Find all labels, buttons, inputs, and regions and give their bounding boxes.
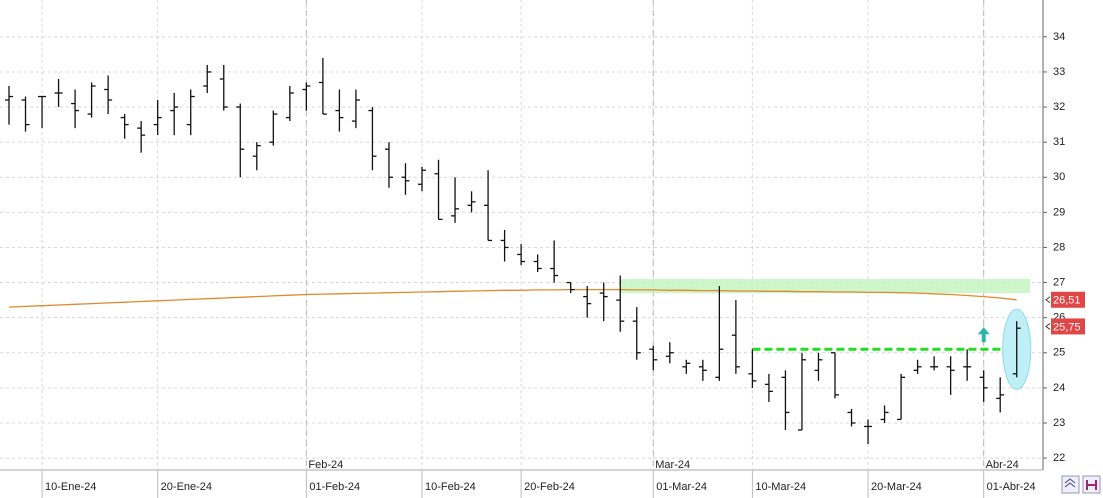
y-tick-label: 32 xyxy=(1053,101,1065,113)
y-tick-label: 22 xyxy=(1053,452,1065,464)
x-tick-label: 01-Abr-24 xyxy=(987,481,1036,493)
price-pointer xyxy=(1045,296,1051,304)
home-icon xyxy=(1086,480,1097,490)
month-label: Abr-24 xyxy=(986,459,1019,471)
month-label: Mar-24 xyxy=(655,459,690,471)
price-tag-label: 26,51 xyxy=(1053,295,1081,307)
resistance-zone xyxy=(620,279,1030,294)
y-tick-label: 27 xyxy=(1053,276,1065,288)
x-tick-label: 10-Ene-24 xyxy=(45,481,96,493)
price-tag xyxy=(1051,291,1085,308)
moving-average xyxy=(8,288,1017,308)
x-tick-label: 20-Mar-24 xyxy=(871,481,922,493)
y-tick-label: 33 xyxy=(1053,66,1065,78)
y-tick-label: 25 xyxy=(1053,347,1065,359)
x-tick-label: 10-Feb-24 xyxy=(425,481,476,493)
x-tick-label: 20-Feb-24 xyxy=(524,481,575,493)
y-tick-label: 29 xyxy=(1053,206,1065,218)
x-tick-label: 10-Mar-24 xyxy=(755,481,806,493)
y-tick-label: 23 xyxy=(1053,417,1065,429)
y-tick-label: 31 xyxy=(1053,136,1065,148)
y-tick-label: 30 xyxy=(1053,171,1065,183)
price-tag-label: 25,75 xyxy=(1053,321,1081,333)
scroll-button[interactable] xyxy=(1061,475,1080,494)
y-tick-label: 34 xyxy=(1053,31,1065,43)
scroll-icon xyxy=(1064,478,1076,488)
x-tick-label: 20-Ene-24 xyxy=(161,481,212,493)
y-tick-label: 28 xyxy=(1053,241,1065,253)
price-pointer xyxy=(1045,323,1051,330)
x-tick-label: 01-Mar-24 xyxy=(656,481,707,493)
month-label: Feb-24 xyxy=(308,459,343,471)
up-arrow xyxy=(977,327,990,343)
price-tag xyxy=(1051,318,1085,335)
x-tick-label: 01-Feb-24 xyxy=(309,481,360,493)
y-tick-label: 24 xyxy=(1053,382,1065,394)
